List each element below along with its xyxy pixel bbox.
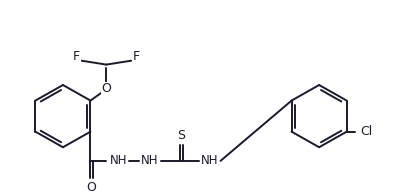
Text: NH: NH xyxy=(201,154,218,167)
Text: NH: NH xyxy=(110,154,127,167)
Text: Cl: Cl xyxy=(361,125,373,138)
Text: F: F xyxy=(133,50,140,63)
Text: S: S xyxy=(177,129,185,142)
Text: O: O xyxy=(101,82,111,95)
Text: O: O xyxy=(87,181,97,194)
Text: F: F xyxy=(73,50,80,63)
Text: NH: NH xyxy=(141,154,159,167)
